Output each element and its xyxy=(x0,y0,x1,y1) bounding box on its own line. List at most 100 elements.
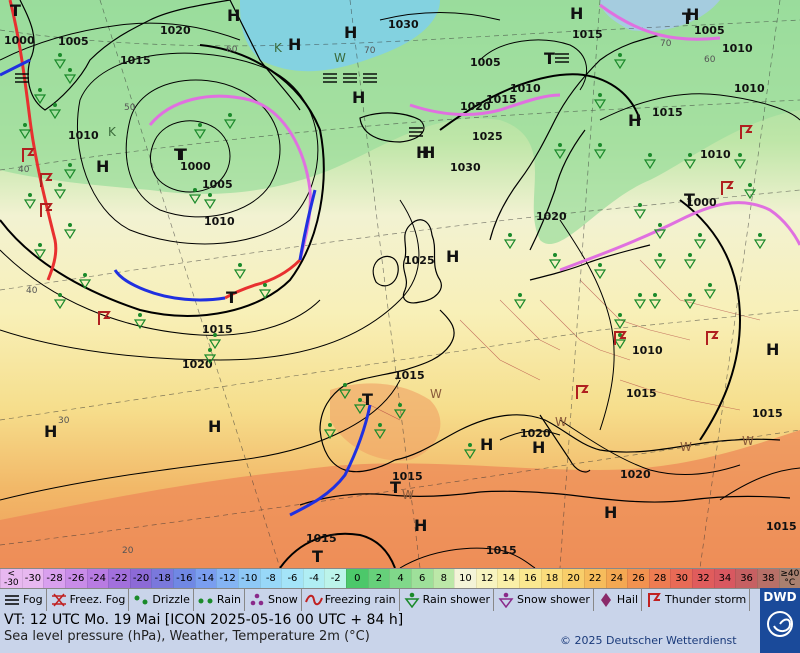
scale-cell: -12 xyxy=(216,569,238,589)
coast-mediterranean xyxy=(394,414,781,461)
isobar-label: 1015 xyxy=(486,544,517,557)
legend-thunderstorm: Thunder storm xyxy=(642,589,751,611)
thunderstorm-symbol xyxy=(98,311,111,325)
isobar-label: 1020 xyxy=(460,100,491,113)
rain-icon xyxy=(198,598,213,604)
freezing-fog-icon xyxy=(51,593,66,607)
isobar-label: 1025 xyxy=(404,254,435,267)
low-center: T xyxy=(684,190,695,209)
rain-shower-symbol xyxy=(203,193,217,210)
rain-shower-symbol xyxy=(613,313,627,330)
isobar-label: 1010 xyxy=(734,82,765,95)
isobar-label: 1010 xyxy=(632,344,663,357)
fog-symbol xyxy=(343,73,357,83)
dwd-logo-icon xyxy=(767,611,793,637)
scale-cell: 6 xyxy=(410,569,433,589)
rain-shower-symbol xyxy=(548,253,562,270)
isobar-label: 1010 xyxy=(722,42,753,55)
rain-shower-symbol xyxy=(53,53,67,70)
rain-shower-symbol xyxy=(63,163,77,180)
fog-symbol xyxy=(15,73,29,83)
low-center: T xyxy=(312,547,323,566)
fog-symbol xyxy=(323,73,337,83)
scale-cell: 32 xyxy=(692,569,714,589)
isobar-label: 1030 xyxy=(388,18,419,31)
legend-fog: Fog xyxy=(0,589,47,611)
rain-shower-symbol xyxy=(258,283,272,300)
cold-front-east xyxy=(599,3,721,41)
thunderstorm-symbol xyxy=(40,173,53,187)
rain-shower-symbol xyxy=(743,183,757,200)
scale-cell: -6 xyxy=(281,569,303,589)
rain-shower-symbol xyxy=(633,203,647,220)
legend-hail: Hail xyxy=(594,589,643,611)
high-center: H xyxy=(686,5,699,24)
isobar-label: 1010 xyxy=(510,82,541,95)
thunderstorm-symbol xyxy=(614,331,627,345)
isobar-label: 1020 xyxy=(520,427,551,440)
rain-shower-symbol xyxy=(33,88,47,105)
high-center: H xyxy=(570,4,583,23)
scale-cell: 20 xyxy=(562,569,584,589)
coast-sweden xyxy=(529,129,586,251)
legend-label: Hail xyxy=(616,593,639,606)
w-label: W xyxy=(680,440,692,454)
scale-cell: 26 xyxy=(627,569,649,589)
isobar-label: 1015 xyxy=(652,106,683,119)
scale-cell: 28 xyxy=(648,569,671,589)
isobar-label: 1005 xyxy=(470,56,501,69)
scale-cell: 0 xyxy=(346,569,368,589)
rain-shower-symbol xyxy=(648,293,662,310)
scale-label: -30 xyxy=(3,578,19,588)
scale-cell: 38 xyxy=(756,569,779,589)
isobar-label: 1010 xyxy=(68,129,99,142)
scale-label: °C xyxy=(784,578,796,588)
high-center: H xyxy=(766,340,779,359)
low-center: T xyxy=(226,288,237,307)
high-center: H xyxy=(96,157,109,176)
isobar-label: 1015 xyxy=(306,532,337,545)
rain-shower-symbol xyxy=(593,93,607,110)
isobar-label: 1020 xyxy=(620,468,651,481)
country-borders xyxy=(359,259,761,421)
lat-label: 30 xyxy=(58,416,70,426)
rain-shower-symbol xyxy=(733,153,747,170)
high-center: H xyxy=(446,247,459,266)
low-center: T xyxy=(362,390,373,409)
isobar-label: 1030 xyxy=(450,161,481,174)
lat-label: 70 xyxy=(660,39,672,49)
rain-shower-symbol xyxy=(653,253,667,270)
legend-drizzle: Drizzle xyxy=(129,589,194,611)
isobar-label: 1025 xyxy=(472,130,503,143)
low-center: T xyxy=(10,1,21,20)
rain-shower-symbol xyxy=(208,333,222,350)
scale-cell: ≥40 °C xyxy=(778,569,800,589)
small-labels: K K W W W W W W xyxy=(108,41,754,502)
thunderstorm-symbol xyxy=(40,203,53,217)
rain-shower-symbol xyxy=(683,293,697,310)
scale-cell: 16 xyxy=(519,569,541,589)
isobar-label: 1015 xyxy=(626,387,657,400)
rain-shower-symbol xyxy=(338,383,352,400)
scale-cell: 30 xyxy=(670,569,692,589)
isobar-label: 1020 xyxy=(160,24,191,37)
low-center: T xyxy=(174,145,185,164)
hot-zone-africa xyxy=(0,430,800,568)
legend-snow-shower: Snow shower xyxy=(494,589,594,611)
high-center: H xyxy=(532,438,545,457)
coast-greenland-east xyxy=(229,0,301,111)
coast-iceland xyxy=(359,112,425,143)
legend-label: Thunder storm xyxy=(665,593,747,606)
k-label: K xyxy=(108,125,117,139)
scale-cell: < -30 xyxy=(0,569,22,589)
thunderstorm-symbol xyxy=(576,385,589,399)
isobar-label: 1015 xyxy=(752,407,783,420)
scale-cell: 8 xyxy=(432,569,455,589)
copyright: © 2025 Deutscher Wetterdienst xyxy=(560,634,737,647)
thunderstorm-symbol xyxy=(740,125,753,139)
warm-front-west xyxy=(8,0,58,281)
fog-symbol xyxy=(409,127,423,137)
legend-label: Drizzle xyxy=(152,593,190,606)
cool-zone-north xyxy=(0,0,800,245)
high-center: H xyxy=(414,516,427,535)
